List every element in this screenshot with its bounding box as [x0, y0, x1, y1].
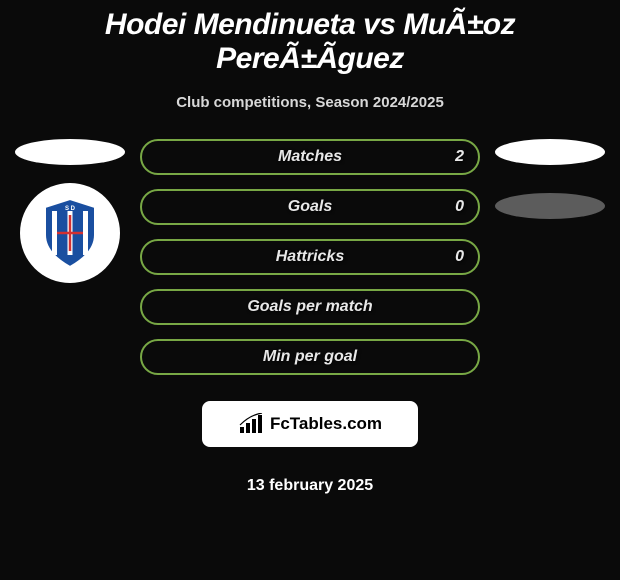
- stat-row-matches: Matches 2: [140, 139, 480, 175]
- brand-text: FcTables.com: [270, 414, 382, 434]
- stat-label: Min per goal: [263, 348, 357, 366]
- bar-chart-icon: [238, 413, 264, 435]
- page-title: Hodei Mendinueta vs MuÃ±oz PereÃ±Ãguez: [10, 8, 610, 76]
- club-shield-icon: S D: [39, 197, 101, 269]
- stats-column: Matches 2 Goals 0 Hattricks 0 Goals per …: [130, 139, 490, 495]
- stat-label: Goals: [288, 198, 332, 216]
- stat-row-min-per-goal: Min per goal: [140, 339, 480, 375]
- stat-label: Matches: [278, 148, 342, 166]
- date-text: 13 february 2025: [247, 477, 373, 495]
- stat-value: 0: [455, 248, 464, 266]
- left-column: S D: [10, 139, 130, 495]
- stat-value: 2: [455, 148, 464, 166]
- page-subtitle: Club competitions, Season 2024/2025: [176, 94, 444, 111]
- stat-label: Goals per match: [247, 298, 372, 316]
- main-container: Hodei Mendinueta vs MuÃ±oz PereÃ±Ãguez C…: [0, 0, 620, 495]
- right-column: [490, 139, 610, 495]
- stat-row-goals-per-match: Goals per match: [140, 289, 480, 325]
- svg-text:S D: S D: [65, 206, 76, 212]
- stat-row-goals: Goals 0: [140, 189, 480, 225]
- stat-value: 0: [455, 198, 464, 216]
- stat-row-hattricks: Hattricks 0: [140, 239, 480, 275]
- stat-label: Hattricks: [276, 248, 344, 266]
- club-badge-circle: S D: [20, 183, 120, 283]
- brand-box[interactable]: FcTables.com: [202, 401, 418, 447]
- player2-ellipse: [495, 139, 605, 165]
- player2-ellipse-secondary: [495, 193, 605, 219]
- body-area: S D Matches 2 Goals 0 Hattricks 0 Goals …: [10, 139, 610, 495]
- player1-ellipse: [15, 139, 125, 165]
